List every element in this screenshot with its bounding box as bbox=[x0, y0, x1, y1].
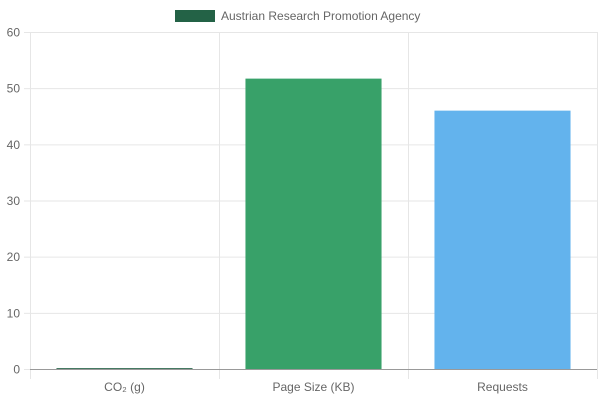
legend-swatch bbox=[175, 10, 215, 22]
x-tick-label: Page Size (KB) bbox=[272, 380, 354, 394]
bars bbox=[56, 78, 571, 369]
x-tick-label: Requests bbox=[477, 380, 528, 394]
legend[interactable]: Austrian Research Promotion Agency bbox=[175, 9, 420, 23]
y-tick-label: 0 bbox=[13, 363, 20, 377]
bar bbox=[245, 78, 382, 369]
x-tick-label: CO₂ (g) bbox=[104, 380, 145, 394]
y-tick-label: 60 bbox=[7, 26, 21, 40]
bar bbox=[434, 110, 571, 369]
axes bbox=[24, 32, 598, 379]
y-tick-label: 40 bbox=[7, 138, 21, 152]
y-tick-label: 30 bbox=[7, 194, 21, 208]
legend-label: Austrian Research Promotion Agency bbox=[221, 9, 420, 23]
y-tick-label: 10 bbox=[7, 306, 21, 320]
y-tick-label: 50 bbox=[7, 82, 21, 96]
y-tick-label: 20 bbox=[7, 250, 21, 264]
tick-labels: 0 10 20 30 40 50 60 CO₂ (g) Page Size (KB) Reques… bbox=[7, 26, 528, 395]
bar bbox=[56, 368, 193, 369]
